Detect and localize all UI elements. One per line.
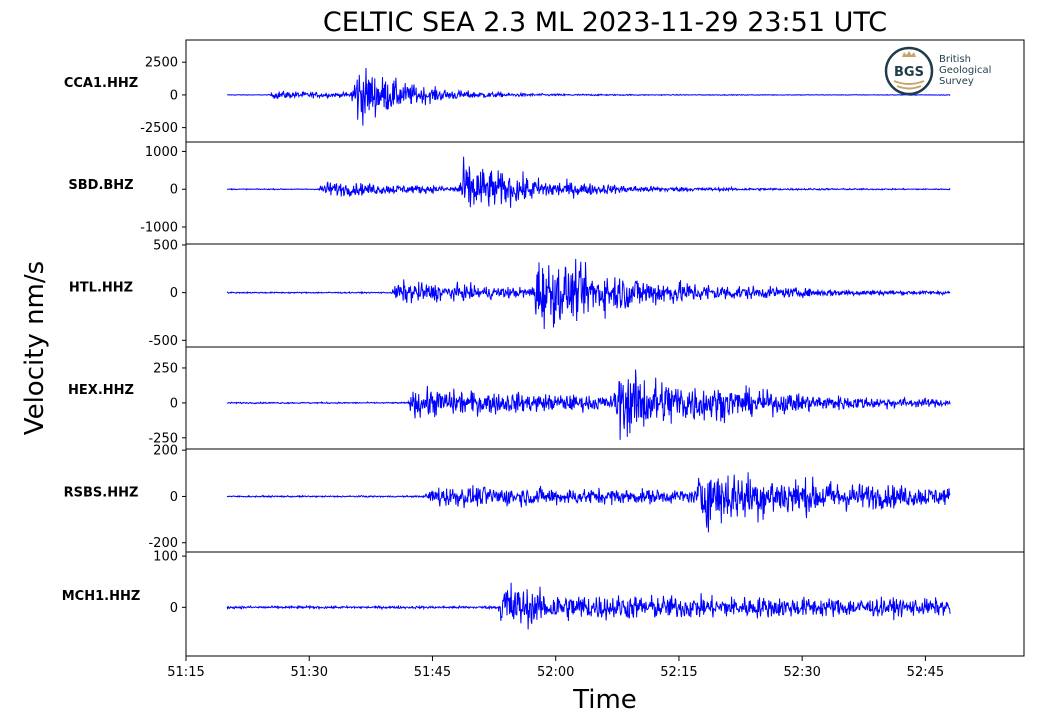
crown-icon: [902, 51, 916, 57]
y-tick-label: 0: [170, 396, 178, 411]
y-axis-label: Velocity nm/s: [20, 261, 50, 435]
panel-cca1-hhz: 2500 0 -2500 CCA1.HHZ: [64, 39, 1025, 143]
x-tick-label: 51:15: [167, 665, 204, 680]
x-axis-ticks: 51:15 51:30 51:45 52:00 52:15 52:30 52:45: [167, 656, 944, 680]
logo-text-line: Geological: [939, 65, 991, 76]
station-label: MCH1.HHZ: [62, 589, 141, 604]
x-tick-label: 52:15: [660, 665, 697, 680]
waveform-trace: [226, 472, 951, 533]
logo-text-line: British: [939, 54, 971, 65]
chart-title: CELTIC SEA 2.3 ML 2023-11-29 23:51 UTC: [323, 7, 887, 38]
panel-mch1-hhz: 100 0 MCH1.HHZ: [62, 550, 1025, 657]
panel-sbd-bhz: 1000 0 -1000 SBD.BHZ: [68, 141, 1025, 245]
station-label: HEX.HHZ: [68, 383, 134, 398]
y-tick-label: -200: [148, 536, 178, 551]
y-tick-label: 100: [153, 550, 178, 565]
x-tick-label: 51:30: [291, 665, 328, 680]
y-tick-label: -250: [148, 431, 178, 446]
y-tick-label: 0: [170, 490, 178, 505]
x-tick-label: 52:30: [783, 665, 820, 680]
panel-hex-hhz: 250 0 -250 HEX.HHZ: [68, 346, 1025, 450]
logo-wave: [896, 85, 922, 90]
logo-abbr: BGS: [894, 65, 924, 80]
waveform-trace: [227, 67, 951, 126]
waveform-trace: [226, 369, 951, 440]
y-tick-label: 1000: [145, 145, 178, 160]
y-tick-label: -1000: [140, 221, 178, 236]
logo-text-line: Survey: [939, 76, 974, 87]
x-tick-label: 52:45: [907, 665, 944, 680]
y-tick-label: 200: [153, 444, 178, 459]
station-label: HTL.HHZ: [69, 281, 133, 296]
station-label: SBD.BHZ: [68, 178, 133, 193]
station-label: RSBS.HHZ: [64, 486, 139, 501]
waveform-trace: [226, 258, 951, 330]
x-tick-label: 51:45: [414, 665, 451, 680]
panel-frame: [185, 346, 1025, 450]
y-tick-label: -500: [148, 334, 178, 349]
y-tick-label: 0: [170, 183, 178, 198]
waveform-trace: [226, 156, 951, 208]
panel-htl-hhz: 500 0 -500 HTL.HHZ: [69, 238, 1025, 349]
y-tick-label: 0: [170, 88, 178, 103]
x-tick-label: 52:00: [537, 665, 574, 680]
y-tick-label: 0: [170, 601, 178, 616]
y-tick-label: -2500: [140, 121, 178, 136]
panel-frame: [185, 551, 1025, 657]
y-tick-label: 2500: [145, 56, 178, 71]
y-tick-label: 500: [153, 238, 178, 253]
x-axis-label: Time: [572, 685, 637, 715]
logo-wave: [893, 80, 925, 85]
y-tick-label: 250: [153, 361, 178, 376]
panels: 25000-2500CCA1.HHZ10000-1000SBD.BHZ5000-…: [62, 39, 1025, 657]
y-tick-label: 0: [170, 286, 178, 301]
station-label: CCA1.HHZ: [64, 76, 138, 91]
panel-rsbs-hhz: 200 0 -200 RSBS.HHZ: [64, 444, 1025, 553]
waveform-trace: [226, 582, 951, 630]
